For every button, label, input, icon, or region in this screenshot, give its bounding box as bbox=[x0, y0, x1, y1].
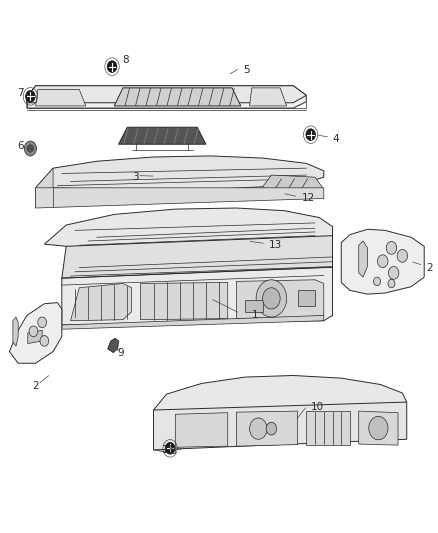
Circle shape bbox=[40, 336, 49, 346]
Polygon shape bbox=[250, 88, 287, 106]
Polygon shape bbox=[175, 413, 228, 447]
Circle shape bbox=[397, 249, 408, 262]
Polygon shape bbox=[153, 375, 407, 421]
Text: 8: 8 bbox=[122, 55, 129, 65]
Circle shape bbox=[389, 266, 399, 279]
Polygon shape bbox=[44, 208, 332, 252]
Text: 3: 3 bbox=[132, 172, 138, 182]
Text: 7: 7 bbox=[17, 88, 24, 98]
Text: 12: 12 bbox=[302, 193, 315, 204]
Polygon shape bbox=[62, 268, 332, 325]
Polygon shape bbox=[28, 330, 42, 344]
Polygon shape bbox=[62, 316, 324, 329]
Circle shape bbox=[27, 145, 33, 152]
Circle shape bbox=[256, 280, 287, 317]
Text: 11: 11 bbox=[162, 445, 176, 455]
Polygon shape bbox=[35, 168, 53, 208]
Circle shape bbox=[369, 416, 388, 440]
Text: 5: 5 bbox=[243, 65, 250, 75]
Bar bbox=[297, 290, 315, 306]
Polygon shape bbox=[114, 88, 241, 106]
Circle shape bbox=[165, 442, 175, 454]
Text: 4: 4 bbox=[332, 134, 339, 144]
Polygon shape bbox=[13, 317, 18, 346]
Polygon shape bbox=[153, 410, 175, 454]
Polygon shape bbox=[35, 156, 324, 190]
Bar bbox=[245, 300, 263, 312]
Polygon shape bbox=[62, 236, 332, 278]
Circle shape bbox=[38, 317, 46, 328]
Circle shape bbox=[250, 418, 267, 439]
Circle shape bbox=[378, 255, 388, 268]
Circle shape bbox=[386, 241, 397, 254]
Text: 10: 10 bbox=[311, 402, 324, 413]
Polygon shape bbox=[359, 241, 367, 277]
Circle shape bbox=[107, 61, 117, 72]
Text: 13: 13 bbox=[269, 240, 283, 250]
Polygon shape bbox=[27, 86, 306, 103]
Polygon shape bbox=[153, 402, 407, 450]
Text: 1: 1 bbox=[252, 310, 258, 320]
Polygon shape bbox=[108, 338, 119, 353]
Circle shape bbox=[263, 288, 280, 309]
Text: 2: 2 bbox=[32, 381, 39, 391]
Circle shape bbox=[306, 129, 315, 141]
Polygon shape bbox=[119, 127, 206, 144]
Polygon shape bbox=[10, 303, 62, 364]
Circle shape bbox=[29, 326, 38, 337]
Circle shape bbox=[374, 277, 381, 286]
Polygon shape bbox=[341, 229, 424, 294]
Polygon shape bbox=[27, 86, 306, 108]
Text: 2: 2 bbox=[426, 263, 433, 272]
Polygon shape bbox=[359, 411, 398, 445]
Polygon shape bbox=[237, 411, 297, 446]
Circle shape bbox=[25, 91, 35, 102]
Circle shape bbox=[388, 279, 395, 288]
Text: 9: 9 bbox=[118, 348, 124, 358]
Circle shape bbox=[266, 422, 277, 435]
Polygon shape bbox=[141, 282, 228, 320]
Polygon shape bbox=[263, 175, 324, 193]
Polygon shape bbox=[35, 188, 324, 208]
Polygon shape bbox=[306, 411, 350, 445]
Circle shape bbox=[24, 141, 36, 156]
Polygon shape bbox=[71, 284, 132, 321]
Polygon shape bbox=[35, 90, 86, 106]
Polygon shape bbox=[237, 280, 324, 319]
Text: 6: 6 bbox=[17, 141, 24, 151]
